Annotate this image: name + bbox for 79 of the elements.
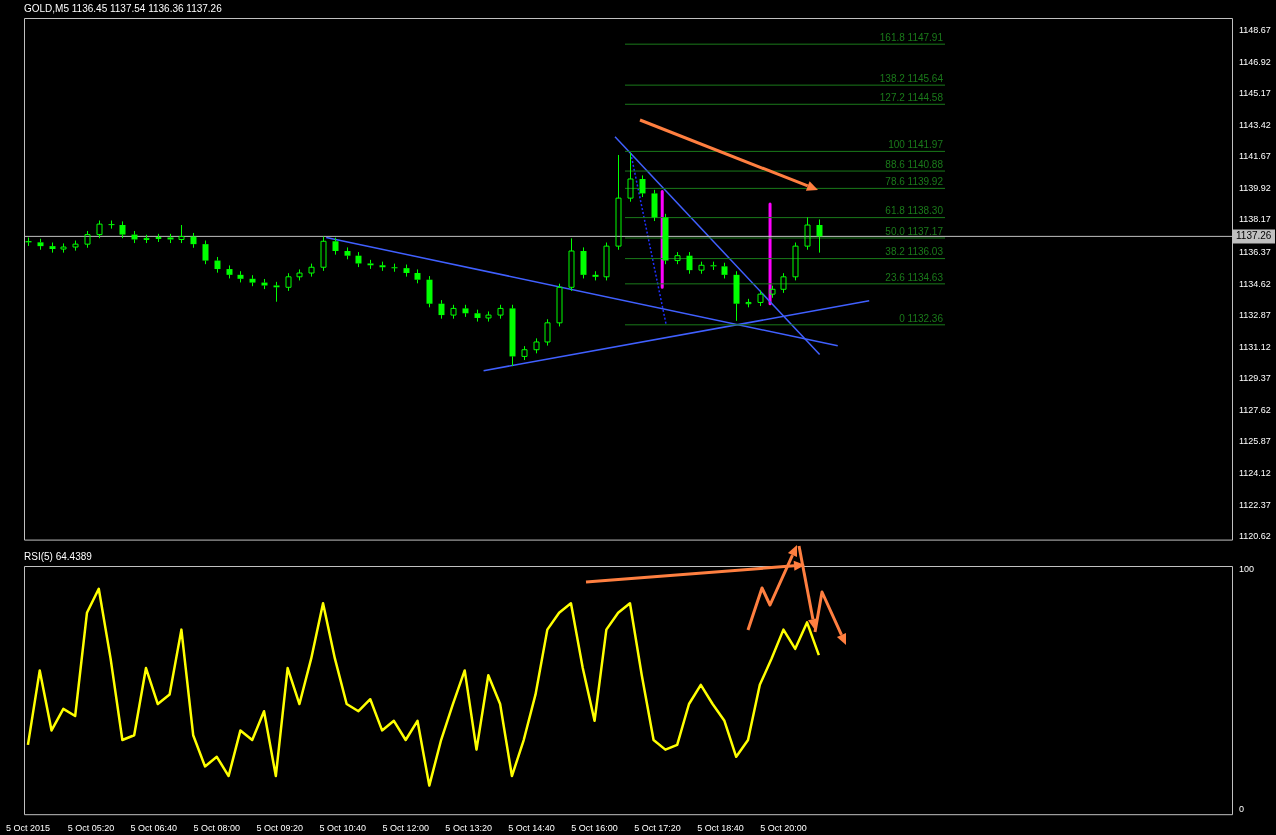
candlestick xyxy=(426,275,433,308)
x-tick-label: 5 Oct 18:40 xyxy=(697,823,744,834)
candlestick xyxy=(344,246,351,260)
candlestick xyxy=(226,264,233,279)
y-tick-label: 1139.92 xyxy=(1239,182,1271,193)
candlestick xyxy=(49,242,56,254)
candlestick xyxy=(580,246,587,279)
y-tick-label: 1127.62 xyxy=(1239,404,1271,415)
ref-line-label: 23.6 1134.63 xyxy=(885,271,944,283)
y-tick-label: 1145.17 xyxy=(1239,88,1271,99)
chart-title: GOLD,M5 1136.45 1137.54 1136.36 1137.26 xyxy=(24,2,223,14)
x-tick-label: 5 Oct 16:00 xyxy=(571,823,618,834)
ref-line-label: 61.8 1138.30 xyxy=(885,205,944,217)
candlestick xyxy=(332,237,339,256)
y-tick-label: 1122.37 xyxy=(1239,499,1271,510)
candlestick xyxy=(686,251,693,275)
x-tick-label: 5 Oct 13:20 xyxy=(445,823,492,834)
candlestick xyxy=(816,218,823,254)
candlestick xyxy=(592,270,599,281)
ref-line-label: 161.8 1147.91 xyxy=(879,31,944,43)
y-tick-label: 1125.87 xyxy=(1239,436,1271,447)
x-tick-label: 5 Oct 12:00 xyxy=(382,823,429,834)
candlestick xyxy=(710,261,717,271)
ref-line-label: 38.2 1136.03 xyxy=(885,246,944,258)
ref-line-label: 50.0 1137.17 xyxy=(885,225,944,237)
candlestick xyxy=(733,270,740,322)
candlestick xyxy=(237,270,244,283)
chart-title: RSI(5) 64.4389 xyxy=(24,550,93,562)
candlestick xyxy=(119,220,126,239)
x-tick-label: 5 Oct 08:00 xyxy=(193,823,241,834)
y-tick-label: 1146.92 xyxy=(1239,56,1271,67)
y-tick-label: 1129.37 xyxy=(1239,373,1271,384)
y-tick-label: 100 xyxy=(1239,564,1255,575)
y-tick-label: 1138.17 xyxy=(1239,214,1271,225)
y-tick-label: 1134.62 xyxy=(1239,278,1271,289)
candlestick xyxy=(509,304,516,367)
candlestick xyxy=(651,189,658,222)
x-tick-label: 5 Oct 2015 xyxy=(5,823,50,834)
candlestick xyxy=(462,304,469,318)
candlestick xyxy=(391,263,398,273)
candlestick xyxy=(190,232,197,249)
y-tick-label: 1124.12 xyxy=(1239,468,1271,479)
candlestick xyxy=(108,220,115,230)
ref-line-label: 88.6 1140.88 xyxy=(885,158,944,170)
x-tick-label: 5 Oct 14:40 xyxy=(508,823,555,834)
candlestick xyxy=(178,224,185,244)
y-tick-label: 1148.67 xyxy=(1239,24,1271,35)
y-tick-label: 1141.67 xyxy=(1239,151,1271,162)
candlestick xyxy=(414,268,421,284)
y-tick-label: 0 xyxy=(1239,804,1245,815)
ref-line-label: 127.2 1144.58 xyxy=(879,92,944,104)
x-tick-label: 5 Oct 17:20 xyxy=(634,823,681,834)
ref-line-label: 1137.26 xyxy=(1236,230,1272,242)
candlestick xyxy=(438,299,445,320)
candlestick xyxy=(639,174,646,198)
ref-line-label: 78.6 1139.92 xyxy=(885,176,944,188)
y-tick-label: 1132.87 xyxy=(1239,310,1271,321)
y-tick-label: 1143.42 xyxy=(1239,119,1271,130)
candlestick xyxy=(403,264,410,278)
candlestick xyxy=(379,261,386,272)
x-tick-label: 5 Oct 05:20 xyxy=(67,823,115,834)
candlestick xyxy=(37,238,44,251)
ref-line-label: 0 1132.36 xyxy=(899,312,944,324)
y-tick-label: 1136.37 xyxy=(1239,246,1271,257)
x-tick-label: 5 Oct 20:00 xyxy=(760,823,807,834)
candlestick xyxy=(214,256,221,274)
candlestick xyxy=(249,274,256,287)
candlestick xyxy=(167,233,174,244)
y-tick-label: 1120.62 xyxy=(1239,531,1271,542)
candlestick xyxy=(474,309,481,323)
x-tick-label: 5 Oct 09:20 xyxy=(256,823,304,834)
x-tick-label: 5 Oct 10:40 xyxy=(319,823,366,834)
y-tick-label: 1131.12 xyxy=(1239,341,1271,352)
candlestick xyxy=(367,259,374,270)
ref-line-label: 138.2 1145.64 xyxy=(879,72,944,84)
ref-line-label: 100 1141.97 xyxy=(888,139,944,151)
candlestick xyxy=(627,152,634,203)
x-tick-label: 5 Oct 06:40 xyxy=(130,823,178,834)
candlestick xyxy=(273,281,280,303)
